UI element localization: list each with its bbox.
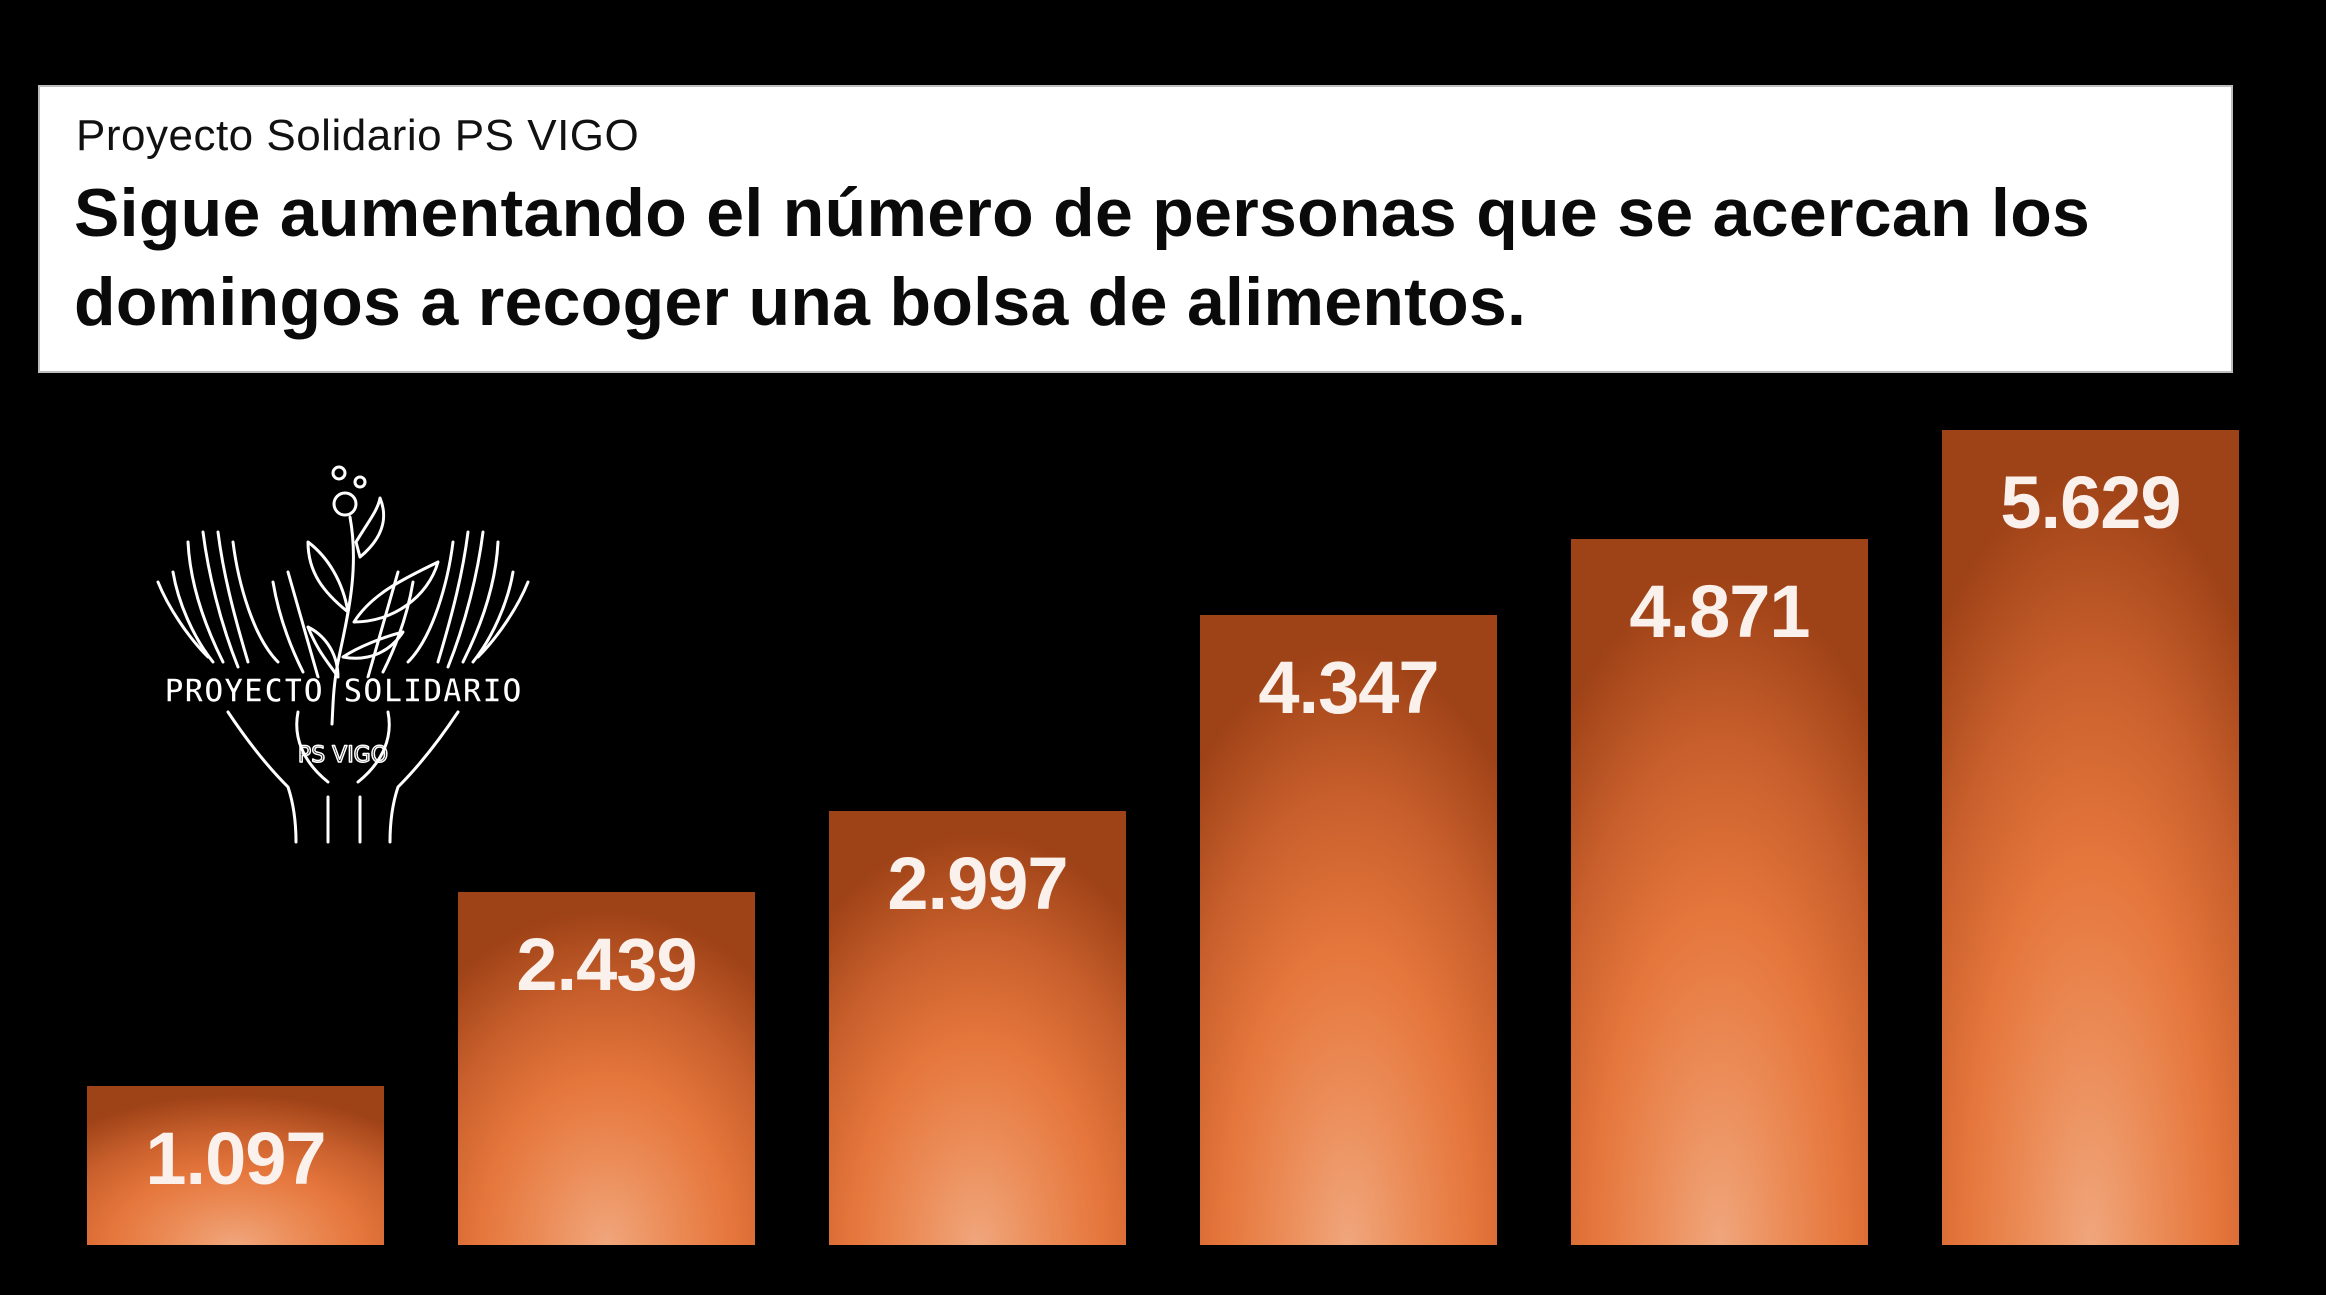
logo-text-sub: PS VIGO [298, 743, 388, 768]
bar-value-label: 2.439 [516, 923, 697, 1006]
bar-value-label: 1.097 [145, 1117, 326, 1200]
chart-subtitle: Proyecto Solidario PS VIGO [76, 111, 640, 160]
hands-holding-plant-logo-icon: PROYECTO SOLIDARIO PS VIGO [128, 462, 558, 847]
bar-6[interactable]: 5.629 [1942, 430, 2239, 1245]
bar-value-label: 4.871 [1629, 570, 1810, 653]
chart-title: Sigue aumentando el número de personas q… [74, 175, 2091, 340]
bar-4[interactable]: 4.347 [1200, 615, 1497, 1245]
bar-3[interactable]: 2.997 [829, 811, 1126, 1245]
bar-value-label: 2.997 [887, 842, 1068, 925]
title-box: Proyecto Solidario PS VIGO Sigue aumenta… [38, 85, 2233, 373]
bar-value-label: 5.629 [2000, 461, 2181, 544]
bar-5[interactable]: 4.871 [1571, 539, 1868, 1245]
bar-value-label: 4.347 [1258, 646, 1439, 729]
logo-text-main: PROYECTO SOLIDARIO [164, 671, 522, 710]
bar-1[interactable]: 1.097 [87, 1086, 384, 1245]
bar-2[interactable]: 2.439 [458, 892, 755, 1245]
